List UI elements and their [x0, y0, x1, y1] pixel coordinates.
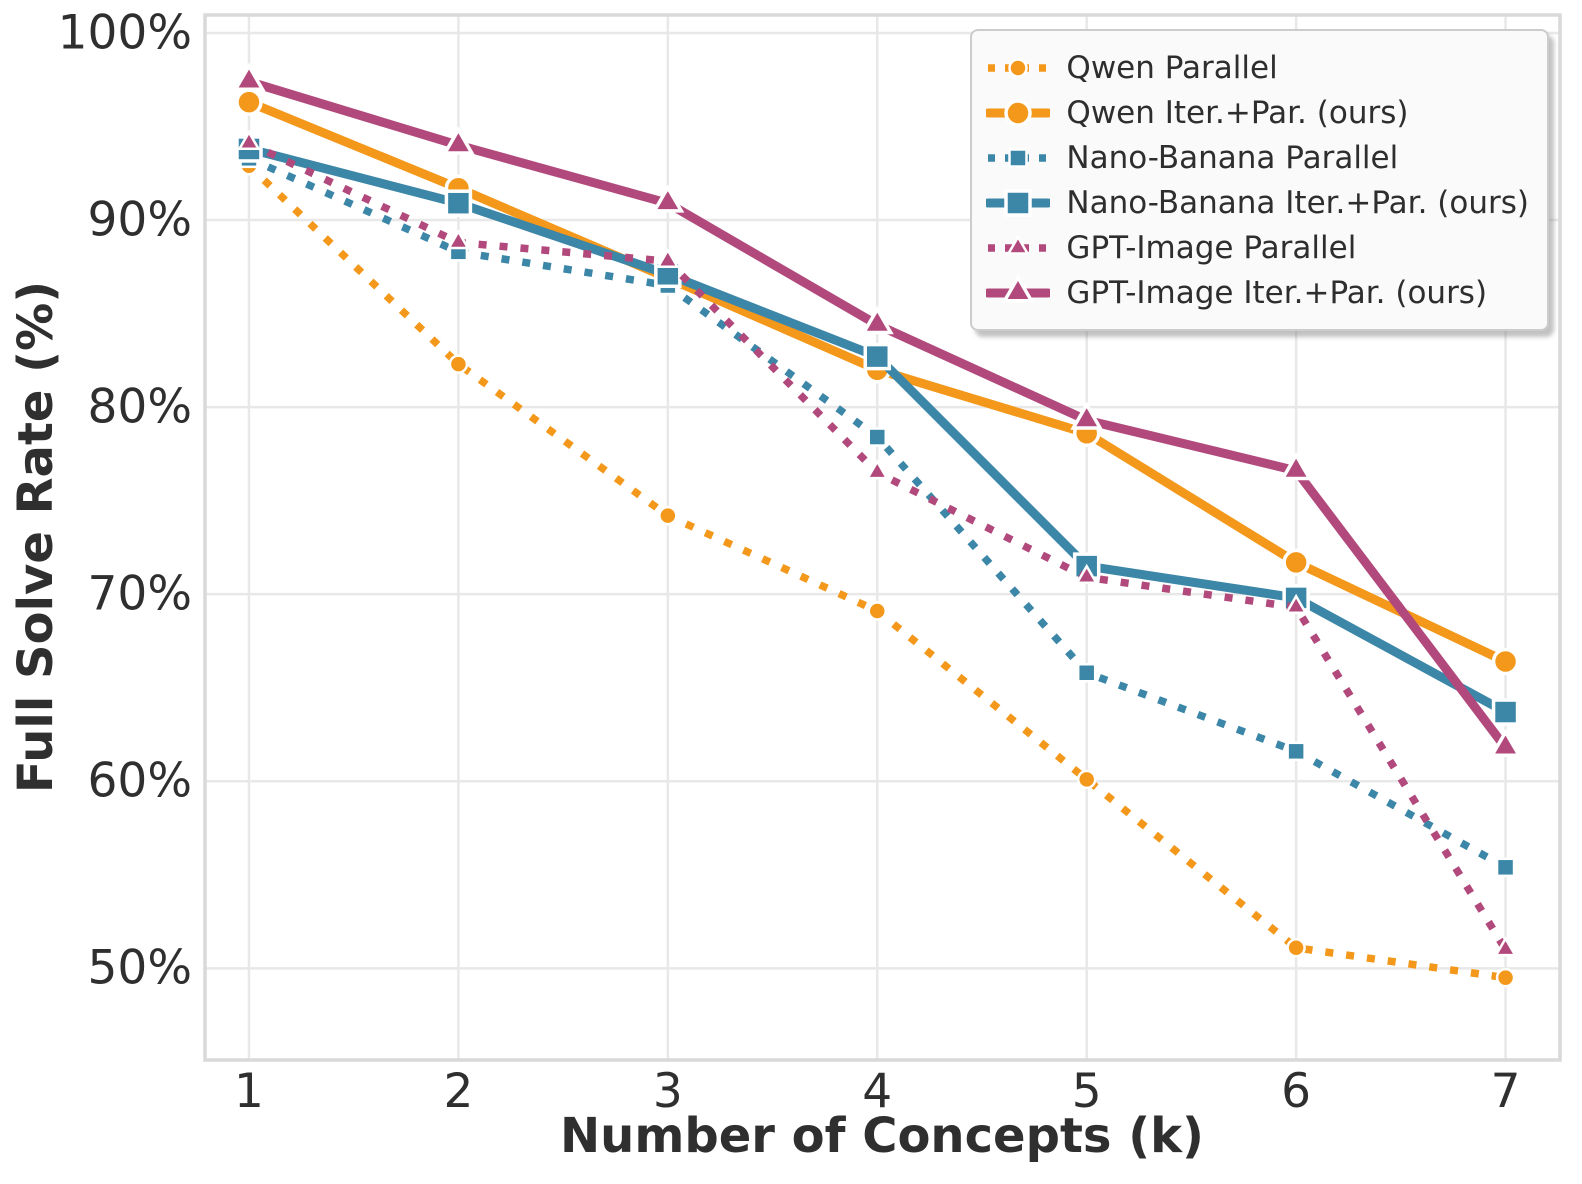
legend-marker-circle-dotted — [988, 57, 1049, 78]
data-point-circle — [1282, 548, 1310, 577]
data-point-square — [444, 189, 473, 217]
data-point-circle — [1491, 647, 1520, 676]
data-point-square — [867, 427, 888, 447]
legend-label: Nano-Banana Iter.+Par. (ours) — [1066, 184, 1529, 221]
legend-box: Qwen Parallel Qwen Iter.+Par. (ours) Nano-… — [970, 29, 1549, 331]
data-point-triangle — [446, 228, 471, 250]
legend-marker-square-dotted — [988, 147, 1049, 168]
legend-marker-circle-solid — [986, 98, 1051, 127]
data-point-circle — [235, 88, 263, 116]
legend-item: Qwen Parallel — [986, 45, 1529, 90]
data-point-triangle — [860, 305, 894, 335]
plot-spines — [203, 13, 1562, 1062]
data-point-square — [1004, 188, 1033, 217]
data-point-triangle — [1489, 728, 1523, 758]
y-axis-title: Full Solve Rate (%) — [8, 280, 64, 794]
x-tick-label: 2 — [443, 1064, 474, 1119]
data-point-circle — [448, 354, 469, 374]
data-point-circle — [658, 505, 678, 526]
data-point-circle — [1004, 98, 1033, 127]
y-tick-label: 50% — [87, 940, 192, 996]
data-point-triangle — [1284, 593, 1308, 615]
x-axis-title: Number of Concepts (k) — [560, 1108, 1204, 1164]
x-tick-label: 1 — [234, 1064, 264, 1119]
data-point-triangle — [1006, 233, 1031, 255]
legend-label: Qwen Iter.+Par. (ours) — [1066, 94, 1409, 131]
legend-item: GPT-Image Parallel — [986, 225, 1529, 270]
legend-marker-triangle-solid — [986, 274, 1051, 303]
data-point-square — [863, 342, 892, 371]
data-point-square — [1495, 857, 1516, 878]
legend-label: GPT-Image Parallel — [1066, 229, 1357, 266]
data-point-circle — [867, 601, 888, 621]
x-tick-label: 6 — [1281, 1064, 1312, 1119]
data-point-circle — [1286, 938, 1306, 958]
data-point-circle — [1008, 57, 1029, 78]
y-tick-label: 100% — [57, 5, 192, 61]
x-tick-label: 4 — [862, 1064, 893, 1119]
data-point-triangle — [1075, 563, 1099, 585]
x-tick-label: 7 — [1490, 1064, 1521, 1119]
y-tick-label: 70% — [87, 566, 192, 622]
data-point-triangle — [441, 126, 475, 155]
legend-label: Qwen Parallel — [1066, 49, 1278, 86]
legend-item: Nano-Banana Parallel — [986, 135, 1529, 180]
data-point-triangle — [1001, 274, 1035, 303]
data-point-triangle — [865, 459, 889, 480]
legend-label: Nano-Banana Parallel — [1066, 139, 1399, 176]
data-point-square — [1491, 698, 1520, 726]
x-tick-label: 3 — [652, 1064, 683, 1119]
data-point-square — [1286, 741, 1306, 762]
y-tick-label: 80% — [87, 379, 192, 435]
data-point-circle — [1076, 769, 1097, 790]
legend-marker-triangle-dotted — [988, 233, 1049, 255]
x-tick-label: 5 — [1071, 1064, 1102, 1119]
data-point-triangle — [1070, 401, 1104, 430]
legend-item: GPT-Image Iter.+Par. (ours) — [986, 270, 1529, 315]
data-point-triangle — [651, 184, 685, 213]
y-tick-label: 90% — [87, 192, 192, 248]
y-tick-label: 60% — [87, 753, 192, 809]
legend-marker-square-solid — [986, 188, 1051, 217]
data-point-triangle — [232, 62, 266, 92]
data-point-circle — [1495, 967, 1516, 988]
data-point-square — [1008, 147, 1029, 168]
data-point-triangle — [237, 129, 261, 151]
data-point-triangle — [1493, 936, 1518, 957]
legend-item: Nano-Banana Iter.+Par. (ours) — [986, 180, 1529, 225]
legend-label: GPT-Image Iter.+Par. (ours) — [1066, 274, 1488, 311]
data-point-triangle — [1279, 451, 1313, 481]
data-point-square — [1076, 663, 1097, 683]
legend-item: Qwen Iter.+Par. (ours) — [986, 90, 1529, 135]
data-point-triangle — [656, 247, 680, 268]
